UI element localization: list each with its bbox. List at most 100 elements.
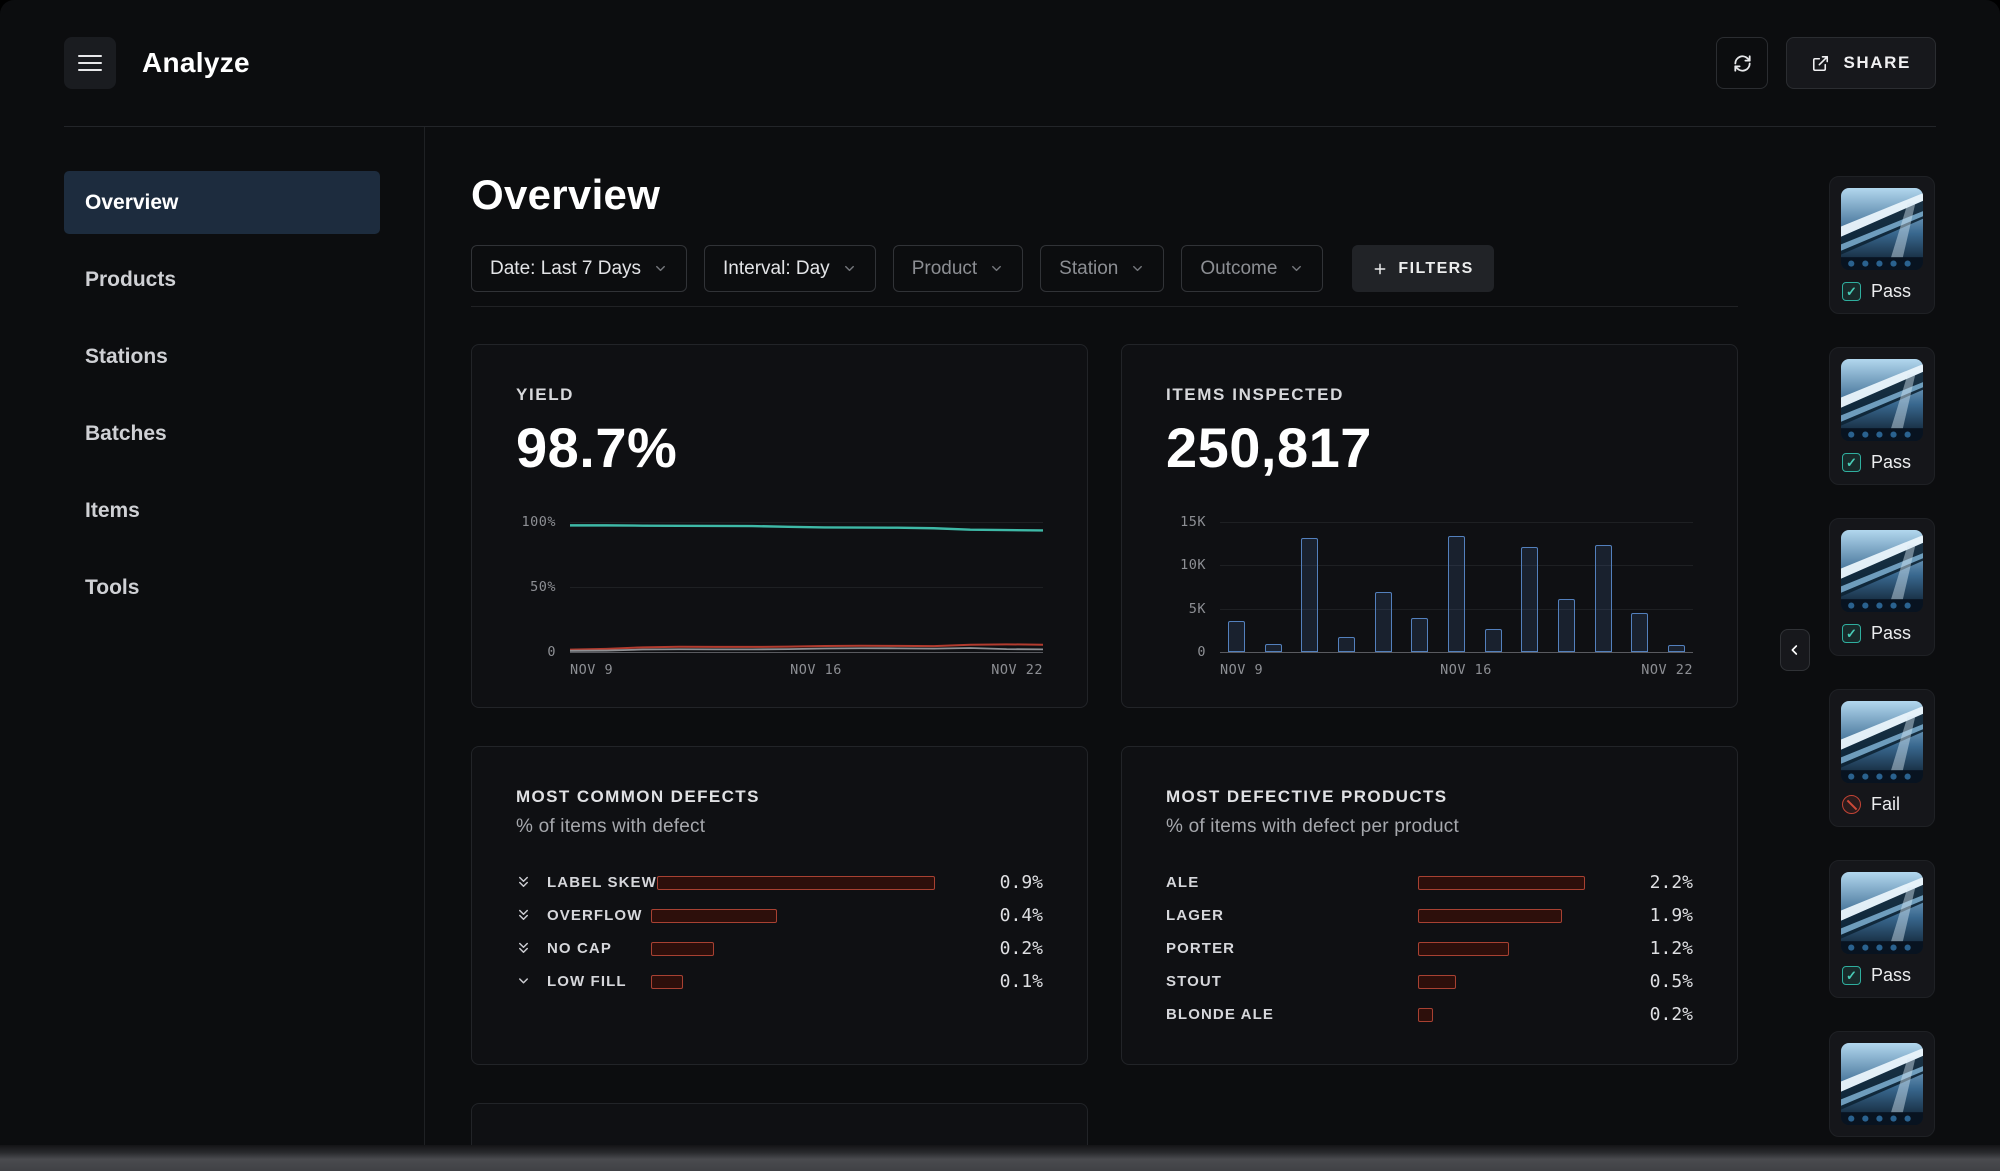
inspected-count-bar [1448,536,1465,652]
pass-check-icon[interactable]: ✓ [1842,966,1861,985]
sidebar-item-stations[interactable]: Stations [64,325,380,388]
items-inspected-chart: 15K10K5K0NOV 9NOV 16NOV 22 [1166,522,1693,686]
defect-row-value: 0.2% [963,938,1043,959]
yield-chart: 100%50%0NOV 9NOV 16NOV 22 [516,522,1043,686]
add-filters-button[interactable]: FILTERS [1352,245,1493,292]
filter-label: Outcome [1200,258,1277,280]
defect-row-value: 0.1% [963,971,1043,992]
review-item[interactable]: ✓ Pass [1829,176,1935,314]
product-row: ALE2.2% [1166,866,1693,899]
inspection-photo [1841,1043,1923,1125]
product-row-value: 1.2% [1613,938,1693,959]
x-tick-label: NOV 16 [790,662,842,678]
inspected-count-bar [1668,645,1685,652]
review-item[interactable]: ✓Pass [1829,860,1935,998]
status-badge: ✓Pass [1841,965,1923,986]
common-defects-rows: LABEL SKEW0.9%OVERFLOW0.4%NO CAP0.2%LOW … [516,866,1043,998]
filter-station[interactable]: Station [1040,245,1164,292]
expand-row-chevron[interactable] [516,875,547,890]
product-row: PORTER 1.2% [1166,932,1693,965]
inspection-photo [1841,188,1923,270]
bar-track [1418,1008,1585,1022]
bar-track [1418,876,1585,890]
add-filters-label: FILTERS [1398,260,1473,278]
defect-bar [1418,975,1456,989]
hamburger-icon [78,50,102,76]
defective-products-title: MOST DEFECTIVE PRODUCTS [1166,787,1693,807]
inspected-count-bar [1228,621,1245,652]
filter-label: Product [912,258,977,280]
plus-icon [1372,261,1388,277]
inspection-photo [1841,359,1923,441]
chevron-down-icon [1289,261,1304,276]
x-tick-label: NOV 22 [991,662,1043,678]
review-item[interactable] [1829,1031,1935,1137]
expand-row-chevron[interactable] [516,941,547,956]
inspection-photo [1841,872,1923,954]
review-item[interactable]: Fail [1829,689,1935,827]
pass-check-icon[interactable]: ✓ [1842,282,1861,301]
inspection-thumbnail[interactable] [1841,530,1923,612]
filter-interval[interactable]: Interval: Day [704,245,876,292]
defect-row: LOW FILL0.1% [516,965,1043,998]
product-row-label: PORTER [1166,940,1418,957]
filter-date[interactable]: Date: Last 7 Days [471,245,687,292]
inspected-count-bar [1411,618,1428,652]
refresh-button[interactable] [1716,37,1768,89]
defect-row-label: OVERFLOW [547,907,651,924]
filter-label: Interval: Day [723,258,830,280]
product-row-value: 0.5% [1613,971,1693,992]
expand-row-chevron[interactable] [516,974,547,989]
status-badge: ✓ Pass [1841,281,1923,302]
defect-row-value: 0.9% [963,872,1043,893]
fail-icon[interactable] [1842,795,1861,814]
product-row: BLONDE ALE 0.2% [1166,998,1693,1031]
inspected-count-bar [1338,637,1355,652]
y-tick-label: 10K [1180,557,1206,573]
pass-check-icon[interactable]: ✓ [1842,453,1861,472]
menu-button[interactable] [64,37,116,89]
sidebar-item-batches[interactable]: Batches [64,402,380,465]
bar-track [651,975,935,989]
chevron-down-icon [989,261,1004,276]
defect-bar [1418,1008,1433,1022]
yield-card: YIELD 98.7% 100%50%0NOV 9NOV 16NOV 22 [471,344,1088,708]
double-chevron-down-icon [516,875,531,890]
status-badge: Fail [1841,794,1923,815]
product-row-label: BLONDE ALE [1166,1006,1418,1023]
sidebar-item-tools[interactable]: Tools [64,556,380,619]
product-row: LAGER1.9% [1166,899,1693,932]
product-row-value: 0.2% [1613,1004,1693,1025]
review-item[interactable]: ✓Pass [1829,347,1935,485]
x-tick-label: NOV 16 [1440,662,1492,678]
inspected-count-bar [1558,599,1575,652]
filter-product[interactable]: Product [893,245,1023,292]
inspected-count-bar [1375,592,1392,652]
sidebar-item-items[interactable]: Items [64,479,380,542]
defective-products-rows: ALE2.2%LAGER1.9%PORTER1.2%STOUT0.5%BLOND… [1166,866,1693,1031]
inspection-thumbnail[interactable] [1841,1043,1923,1125]
sidebar-item-overview[interactable]: Overview [64,171,380,234]
sidebar-item-products[interactable]: Products [64,248,380,311]
share-button[interactable]: SHARE [1786,37,1936,89]
inspection-thumbnail[interactable] [1841,872,1923,954]
y-tick-label: 15K [1180,514,1206,530]
yield-card-title: YIELD [516,385,1043,405]
status-label: Pass [1871,281,1911,302]
defect-bar [1418,876,1585,890]
inspection-thumbnail[interactable] [1841,701,1923,783]
chevron-down-icon [1130,261,1145,276]
filter-outcome[interactable]: Outcome [1181,245,1323,292]
bar-track [657,876,935,890]
collapse-rail-button[interactable] [1780,629,1810,671]
expand-row-chevron[interactable] [516,908,547,923]
inspection-thumbnail[interactable] [1841,188,1923,270]
y-axis: 15K10K5K0 [1166,522,1220,652]
bar-track [1418,975,1585,989]
review-item[interactable]: ✓Pass [1829,518,1935,656]
items-inspected-card: ITEMS INSPECTED 250,817 15K10K5K0NOV 9NO… [1121,344,1738,708]
x-tick-label: NOV 9 [1220,662,1263,678]
pass-check-icon[interactable]: ✓ [1842,624,1861,643]
x-tick-label: NOV 9 [570,662,613,678]
inspection-thumbnail[interactable] [1841,359,1923,441]
